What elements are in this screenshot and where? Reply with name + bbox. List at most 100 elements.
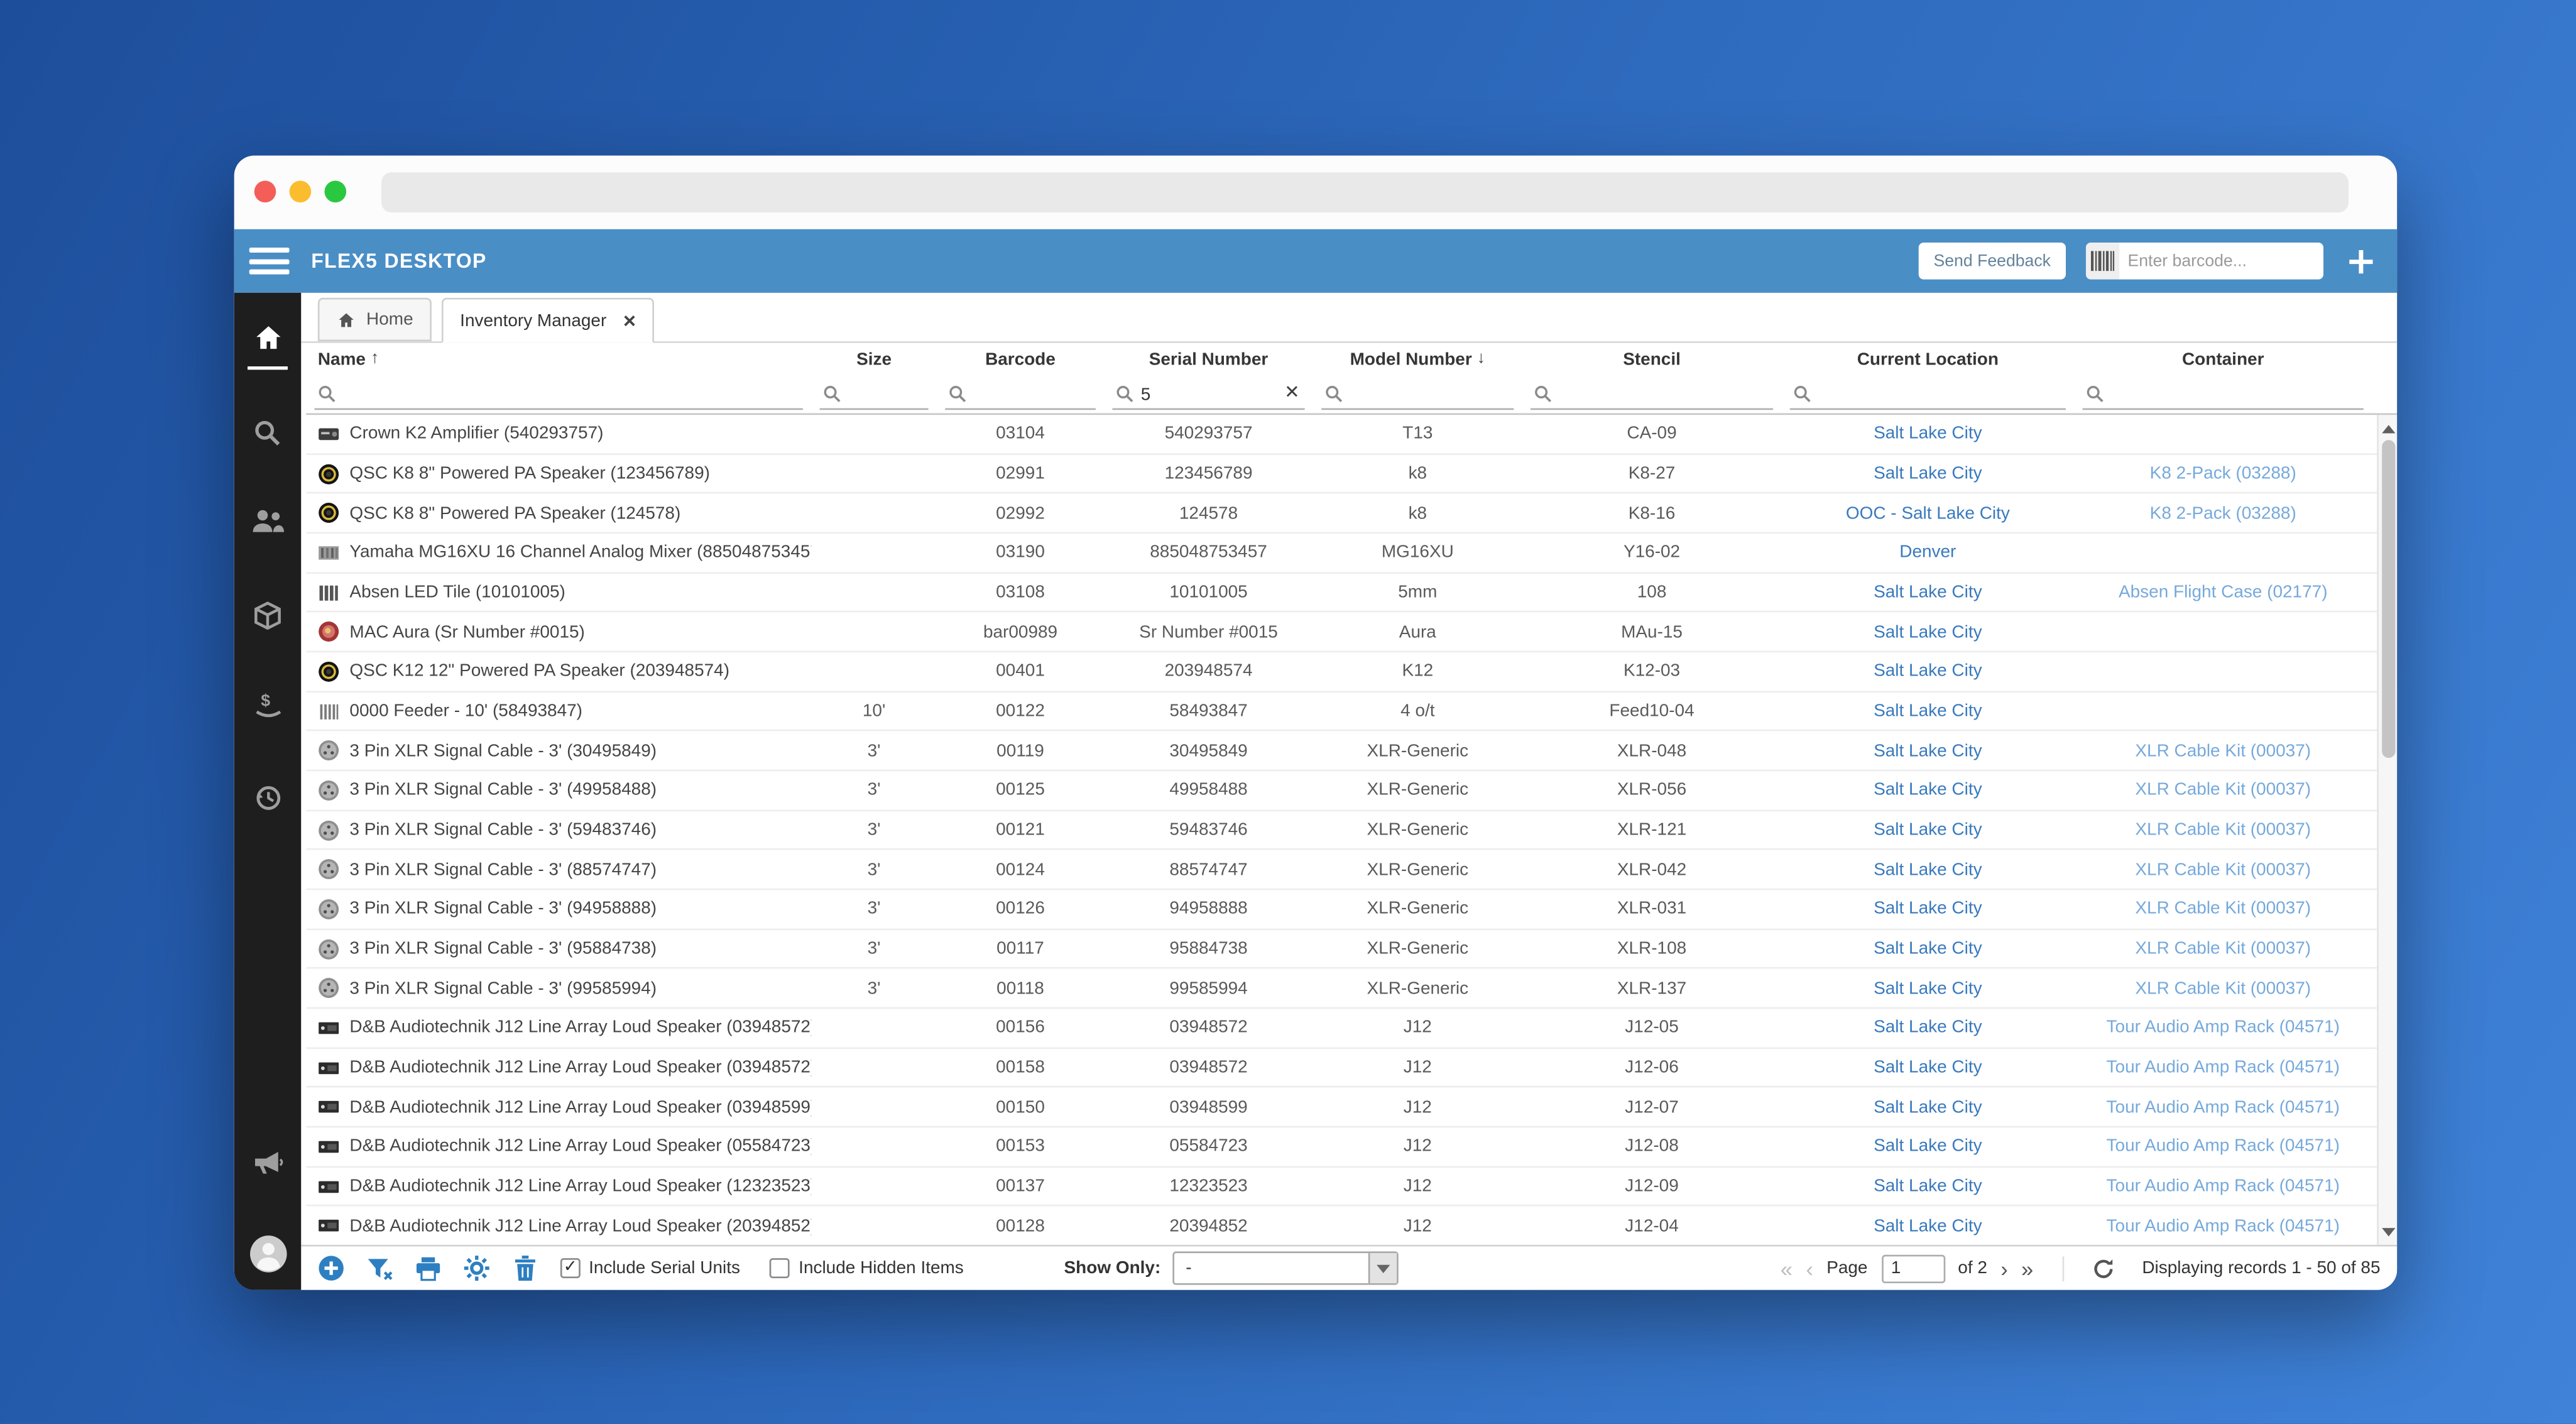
item-container-link[interactable]: Tour Audio Amp Rack (04571) [2106, 1136, 2340, 1157]
table-row[interactable]: 3 Pin XLR Signal Cable - 3' (49958488) 3'… [306, 771, 2377, 811]
column-header-current-location[interactable]: Current Location [1857, 349, 1999, 370]
item-location-link[interactable]: Salt Lake City [1874, 899, 1982, 919]
item-location-link[interactable]: Salt Lake City [1874, 1136, 1982, 1157]
item-location-link[interactable]: Salt Lake City [1874, 1097, 1982, 1117]
add-item-button[interactable] [318, 1255, 345, 1282]
item-location-link[interactable]: Salt Lake City [1874, 819, 1982, 840]
next-page-button[interactable]: › [2000, 1256, 2008, 1281]
table-row[interactable]: 3 Pin XLR Signal Cable - 3' (99585994) 3'… [306, 969, 2377, 1009]
page-number-input[interactable] [1880, 1254, 1945, 1283]
scroll-up-icon[interactable] [2379, 419, 2397, 439]
item-location-link[interactable]: Salt Lake City [1874, 1057, 1982, 1078]
scrollbar-thumb[interactable] [2382, 440, 2396, 759]
table-row[interactable]: 3 Pin XLR Signal Cable - 3' (95884738) 3'… [306, 929, 2377, 970]
filter-barcode-input[interactable] [945, 380, 1096, 410]
settings-gear-icon[interactable] [463, 1255, 490, 1282]
item-location-link[interactable]: Salt Lake City [1874, 701, 1982, 721]
item-container-link[interactable]: XLR Cable Kit (00037) [2135, 938, 2311, 959]
tab-home[interactable]: Home [317, 297, 432, 342]
item-location-link[interactable]: OOC - Salt Lake City [1845, 503, 2010, 523]
item-container-link[interactable]: XLR Cable Kit (00037) [2135, 819, 2311, 840]
item-container-link[interactable]: K8 2-Pack (03288) [2149, 463, 2296, 484]
table-row[interactable]: D&B Audiotechnik J12 Line Array Loud Spe… [306, 1048, 2377, 1088]
item-container-link[interactable]: XLR Cable Kit (00037) [2135, 978, 2311, 999]
item-container-link[interactable]: Tour Audio Amp Rack (04571) [2106, 1017, 2340, 1038]
item-location-link[interactable]: Salt Lake City [1874, 740, 1982, 761]
refresh-icon[interactable] [2092, 1257, 2114, 1279]
quick-add-icon[interactable] [2344, 244, 2377, 278]
column-header-stencil[interactable]: Stencil [1623, 349, 1681, 370]
sidebar-item-inventory[interactable] [234, 601, 301, 631]
column-header-container[interactable]: Container [2181, 349, 2264, 370]
close-window-button[interactable] [254, 180, 276, 203]
include-hidden-items-checkbox[interactable]: Include Hidden Items [770, 1258, 964, 1279]
table-row[interactable]: QSC K12 12" Powered PA Speaker (20394857… [306, 652, 2377, 693]
delete-trash-icon[interactable] [512, 1255, 539, 1282]
item-container-link[interactable]: Tour Audio Amp Rack (04571) [2106, 1215, 2340, 1236]
sidebar-item-contacts[interactable] [234, 507, 301, 534]
last-page-button[interactable]: » [2021, 1256, 2034, 1281]
close-tab-icon[interactable]: × [623, 307, 636, 333]
table-row[interactable]: QSC K8 8" Powered PA Speaker (124578) 029… [306, 494, 2377, 534]
item-location-link[interactable]: Salt Lake City [1874, 622, 1982, 642]
item-location-link[interactable]: Denver [1899, 542, 1957, 563]
column-header-model-number[interactable]: Model Number ↓ [1350, 349, 1486, 370]
item-container-link[interactable]: XLR Cable Kit (00037) [2135, 899, 2311, 919]
table-row[interactable]: 3 Pin XLR Signal Cable - 3' (30495849) 3'… [306, 731, 2377, 772]
item-location-link[interactable]: Salt Lake City [1874, 938, 1982, 959]
scroll-down-icon[interactable] [2379, 1222, 2397, 1242]
filter-serial-number-input[interactable]: 5 ✕ [1112, 380, 1305, 410]
zoom-window-button[interactable] [324, 180, 347, 203]
menu-icon[interactable] [249, 248, 290, 275]
tab-inventory-manager[interactable]: Inventory Manager × [441, 297, 655, 343]
item-location-link[interactable]: Salt Lake City [1874, 978, 1982, 999]
sidebar-item-financial[interactable]: $ [234, 691, 301, 721]
item-container-link[interactable]: XLR Cable Kit (00037) [2135, 780, 2311, 801]
sidebar-avatar[interactable] [234, 1235, 301, 1273]
table-row[interactable]: Absen LED Tile (10101005) 03108 10101005 5m… [306, 573, 2377, 613]
item-container-link[interactable]: Absen Flight Case (02177) [2118, 582, 2328, 603]
clear-filters-icon[interactable] [366, 1255, 393, 1282]
table-row[interactable]: D&B Audiotechnik J12 Line Array Loud Spe… [306, 1207, 2377, 1245]
table-row[interactable]: 0000 Feeder - 10' (58493847) 10' 00122 5849… [306, 692, 2377, 732]
table-row[interactable]: Crown K2 Amplifier (540293757) 03104 54029… [306, 415, 2377, 455]
item-location-link[interactable]: Salt Lake City [1874, 463, 1982, 484]
filter-size-input[interactable] [819, 380, 929, 410]
filter-stencil-input[interactable] [1531, 380, 1774, 410]
item-location-link[interactable]: Salt Lake City [1874, 1215, 1982, 1236]
table-row[interactable]: Yamaha MG16XU 16 Channel Analog Mixer (8… [306, 534, 2377, 574]
item-container-link[interactable]: K8 2-Pack (03288) [2149, 503, 2296, 523]
item-location-link[interactable]: Salt Lake City [1874, 424, 1982, 444]
sidebar-item-announcements[interactable] [234, 1147, 301, 1176]
vertical-scrollbar[interactable] [2377, 415, 2398, 1245]
sidebar-item-history[interactable] [234, 783, 301, 813]
item-location-link[interactable]: Salt Lake City [1874, 780, 1982, 801]
clear-filter-icon[interactable]: ✕ [1284, 383, 1300, 403]
minimize-window-button[interactable] [289, 180, 312, 203]
table-row[interactable]: 3 Pin XLR Signal Cable - 3' (94958888) 3'… [306, 890, 2377, 930]
barcode-input[interactable] [2119, 251, 2323, 270]
filter-name-input[interactable] [314, 380, 803, 410]
print-icon[interactable] [415, 1255, 442, 1282]
dropdown-arrow-icon[interactable] [1368, 1253, 1397, 1284]
column-header-size[interactable]: Size [856, 349, 892, 370]
table-row[interactable]: QSC K8 8" Powered PA Speaker (123456789)… [306, 454, 2377, 495]
item-container-link[interactable]: Tour Audio Amp Rack (04571) [2106, 1057, 2340, 1078]
table-row[interactable]: D&B Audiotechnik J12 Line Array Loud Spe… [306, 1127, 2377, 1168]
item-container-link[interactable]: Tour Audio Amp Rack (04571) [2106, 1097, 2340, 1117]
table-row[interactable]: MAC Aura (Sr Number #0015) bar00989 Sr Num… [306, 613, 2377, 653]
show-only-select[interactable]: - [1172, 1251, 1399, 1285]
table-row[interactable]: D&B Audiotechnik J12 Line Array Loud Spe… [306, 1009, 2377, 1049]
item-container-link[interactable]: XLR Cable Kit (00037) [2135, 859, 2311, 880]
first-page-button[interactable]: « [1780, 1256, 1793, 1281]
filter-current-location-input[interactable] [1789, 380, 2066, 410]
item-location-link[interactable]: Salt Lake City [1874, 661, 1982, 682]
column-header-name[interactable]: Name ↑ [317, 349, 379, 370]
sidebar-item-search[interactable] [234, 419, 301, 449]
item-container-link[interactable]: XLR Cable Kit (00037) [2135, 740, 2311, 761]
table-row[interactable]: D&B Audiotechnik J12 Line Array Loud Spe… [306, 1167, 2377, 1207]
table-row[interactable]: 3 Pin XLR Signal Cable - 3' (88574747) 3'… [306, 850, 2377, 890]
previous-page-button[interactable]: ‹ [1806, 1256, 1813, 1281]
include-serial-units-checkbox[interactable]: ✓ Include Serial Units [560, 1258, 740, 1279]
column-header-serial-number[interactable]: Serial Number [1149, 349, 1269, 370]
